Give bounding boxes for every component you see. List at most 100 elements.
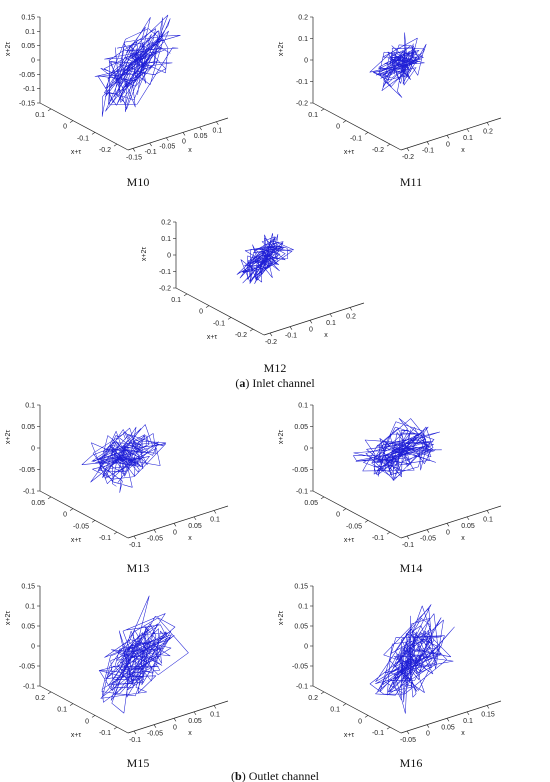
z-tick-label: 0.1 [298,36,308,43]
x-tick-mark [149,142,152,147]
group-caption-paren-open: ( [231,769,235,782]
y-axis [312,102,402,151]
y-tick-mark [91,715,96,718]
x-tick-label: -0.05 [147,536,163,543]
x-tick-mark [173,718,177,722]
x-tick-mark [406,147,410,152]
y-tick-label: 0.1 [171,297,181,304]
y-tick-label: -0.1 [213,320,225,327]
z-tick-label: 0.1 [161,236,171,243]
trajectory-line [369,32,427,98]
y-tick-label: 0 [63,512,67,519]
y-tick-mark [69,508,74,511]
y-tick-label: -0.1 [99,535,111,542]
z-axis-label: x+2τ [5,611,12,625]
y-axis-label: x+τ [71,149,82,156]
y-tick-label: -0.1 [372,535,384,542]
y-tick-mark [47,108,52,112]
z-tick-label: 0 [304,58,308,65]
x-tick-mark [329,313,333,318]
panel-caption: M16 [400,756,423,770]
x-axis [127,505,229,539]
x-tick-mark [216,121,219,125]
x-tick-label: 0.05 [188,523,202,530]
z-axis-label: x+2τ [278,611,285,625]
z-tick-label: 0.1 [25,29,35,36]
x-tick-label: 0.05 [188,718,202,725]
y-tick-mark [364,520,369,523]
x-tick-label: 0.15 [481,711,495,718]
group-caption-paren-close: ) [242,769,249,782]
panel-m11: -0.2 -0.1 0 0.1 0.2 0.1 0 -0.1 -0.2 -0.2 -0.1 0 0.1 0… [278,15,502,189]
z-tick-label: 0.05 [21,424,35,431]
x-tick-mark [486,510,490,514]
x-tick-mark [182,132,186,136]
z-tick-label: 0.05 [21,624,35,631]
y-axis [175,287,265,336]
x-tick-label: 0.05 [194,133,208,140]
x-axis-label: x [188,147,192,154]
x-axis-label: x [188,535,192,542]
y-tick-mark [47,691,52,695]
z-axis-label: x+2τ [5,42,12,56]
x-tick-mark [349,307,353,311]
x-axis-label: x [461,730,465,737]
x-tick-label: 0.1 [210,711,220,718]
x-axis [263,302,365,336]
y-tick-label: -0.05 [73,523,89,530]
y-tick-label: -0.1 [372,730,384,737]
x-tick-label: 0 [182,138,186,145]
x-tick-mark [486,705,490,709]
trajectory-line [236,233,294,284]
y-axis-label: x+τ [344,149,355,156]
panel-caption: M11 [400,175,422,189]
x-tick-mark [132,148,136,152]
x-tick-mark [153,724,157,728]
x-tick-label: 0 [173,724,177,731]
y-axis-label: x+τ [71,732,82,739]
x-tick-label: 0.05 [461,523,475,530]
y-tick-mark [320,108,325,112]
z-tick-label: 0.1 [25,604,35,611]
y-tick-mark [386,143,391,147]
z-tick-label: -0.1 [296,684,308,691]
group-caption-paren-close: ) [245,376,252,390]
panel-m14: -0.1 -0.05 0 0.05 0.1 0.05 0 -0.05 -0.1 -0.1 -0.05… [278,403,502,575]
x-axis-label: x [324,332,328,339]
z-tick-label: -0.05 [19,467,35,474]
group-caption-paren-open: ( [235,376,239,390]
z-axis-label: x+2τ [5,430,12,444]
y-tick-mark [227,317,232,320]
y-tick-mark [342,703,347,706]
x-tick-mark [193,711,197,716]
x-tick-label: 0 [309,326,313,333]
x-tick-mark [193,516,197,521]
y-axis [312,685,402,734]
x-tick-mark [426,141,430,145]
x-axis [400,700,502,734]
group-caption-text: Inlet channel [252,376,315,390]
y-axis [312,490,402,539]
x-tick-mark [446,718,450,722]
y-tick-mark [69,120,74,123]
z-tick-label: 0.05 [21,43,35,50]
trajectory-line [94,14,181,117]
y-tick-label: 0 [336,124,340,131]
trajectory-line [353,418,442,481]
x-tick-label: -0.2 [265,339,277,346]
x-tick-mark [173,523,177,527]
z-tick-label: 0.15 [21,15,35,22]
y-tick-label: 0.1 [35,112,45,119]
y-tick-mark [342,508,347,511]
y-tick-mark [364,132,369,135]
y-tick-label: 0 [85,718,89,725]
z-tick-label: -0.05 [19,664,35,671]
y-axis [39,685,129,734]
y-tick-label: -0.05 [346,523,362,530]
trajectory-line [81,424,167,493]
x-tick-label: -0.1 [285,333,297,340]
x-tick-label: 0.1 [463,135,473,142]
y-tick-label: -0.1 [77,135,89,142]
x-tick-mark [466,128,470,133]
